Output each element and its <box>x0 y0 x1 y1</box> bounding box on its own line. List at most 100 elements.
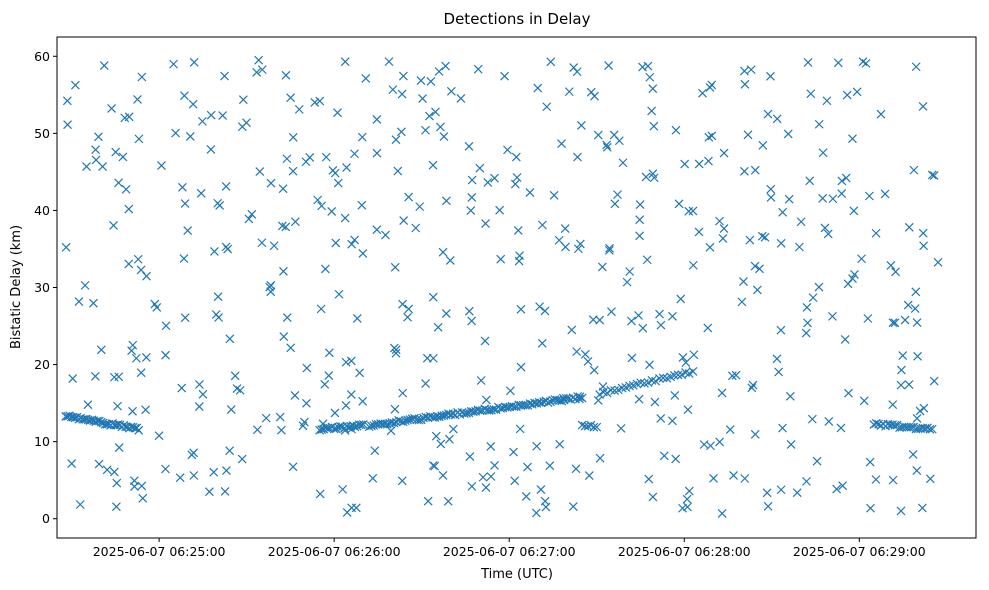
data-point-marker <box>350 235 360 245</box>
data-point-marker <box>610 386 620 396</box>
data-point-marker <box>910 304 920 314</box>
data-point-marker <box>137 72 147 82</box>
data-point-marker <box>841 173 851 183</box>
data-point-marker <box>279 332 289 341</box>
data-point-marker <box>197 116 207 126</box>
data-point-marker <box>63 120 73 130</box>
data-point-marker <box>772 354 782 364</box>
data-point-marker <box>610 199 620 209</box>
data-point-marker <box>389 343 399 353</box>
data-point-marker <box>521 491 531 501</box>
data-point-marker <box>67 459 77 468</box>
data-point-marker <box>776 325 786 335</box>
data-point-marker <box>807 414 817 424</box>
data-point-marker <box>812 456 822 466</box>
data-point-marker <box>213 292 223 302</box>
data-point-marker <box>739 166 749 176</box>
data-point-marker <box>225 334 235 344</box>
data-point-marker <box>448 424 458 434</box>
data-point-marker <box>607 307 616 317</box>
x-axis-ticks: 2025-06-07 06:25:00 2025-06-07 06:26:00 20… <box>93 538 926 559</box>
data-point-marker <box>481 395 491 405</box>
data-point-marker <box>511 152 521 162</box>
data-point-marker <box>618 158 628 168</box>
data-point-marker <box>340 425 350 435</box>
data-point-marker <box>180 313 190 323</box>
data-point-marker <box>361 74 371 83</box>
data-point-marker <box>109 221 118 230</box>
data-point-marker <box>727 371 737 381</box>
data-point-marker <box>682 494 692 504</box>
data-point-marker <box>411 223 421 233</box>
data-point-marker <box>699 440 709 449</box>
data-point-marker <box>154 431 164 441</box>
data-point-marker <box>842 90 852 100</box>
data-point-marker <box>128 340 138 350</box>
data-point-marker <box>222 466 231 475</box>
data-point-marker <box>577 393 587 403</box>
data-point-marker <box>820 223 830 233</box>
data-point-marker <box>368 473 378 483</box>
data-point-marker <box>584 471 594 481</box>
data-point-marker <box>643 61 653 71</box>
data-point-marker <box>747 383 757 393</box>
data-point-marker <box>739 277 748 287</box>
data-point-marker <box>99 61 109 70</box>
y-tick-label: 0 <box>42 511 50 526</box>
data-point-marker <box>252 67 262 77</box>
data-point-marker <box>473 64 483 74</box>
data-point-marker <box>124 259 134 269</box>
data-point-marker <box>635 231 645 241</box>
data-point-marker <box>655 309 664 319</box>
data-point-marker <box>358 420 368 429</box>
data-point-marker <box>443 496 453 506</box>
data-point-marker <box>638 323 648 333</box>
data-point-marker <box>330 408 340 418</box>
data-point-marker <box>480 336 490 346</box>
data-point-marker <box>636 378 646 388</box>
data-point-marker <box>445 434 454 444</box>
data-point-marker <box>673 370 683 380</box>
data-point-marker <box>717 388 727 398</box>
data-point-marker <box>416 76 426 85</box>
data-point-marker <box>896 365 906 375</box>
data-point-marker <box>678 353 688 362</box>
data-point-marker <box>215 201 225 210</box>
data-point-marker <box>342 508 352 517</box>
data-point-marker <box>445 256 455 265</box>
data-point-marker <box>328 166 338 175</box>
data-point-marker <box>467 316 477 326</box>
data-point-marker <box>642 255 652 265</box>
data-point-marker <box>196 188 206 198</box>
data-point-marker <box>238 95 248 105</box>
data-point-marker <box>703 323 713 333</box>
data-point-marker <box>523 462 532 472</box>
data-point-marker <box>617 383 627 393</box>
data-point-marker <box>861 58 871 68</box>
data-point-marker <box>705 242 715 252</box>
data-point-marker <box>367 421 376 431</box>
y-tick-label: 10 <box>34 434 50 449</box>
data-point-marker <box>206 144 216 154</box>
data-point-marker <box>927 424 937 434</box>
data-point-marker <box>112 478 122 488</box>
data-point-marker <box>80 414 89 424</box>
data-point-marker <box>783 129 793 139</box>
data-point-marker <box>656 320 666 330</box>
data-point-marker <box>743 130 753 140</box>
data-point-marker <box>318 419 328 429</box>
data-point-marker <box>183 226 193 235</box>
data-point-marker <box>288 166 298 176</box>
data-point-marker <box>298 421 308 431</box>
data-point-marker <box>128 422 138 432</box>
data-point-marker <box>372 115 382 124</box>
data-point-marker <box>438 247 448 257</box>
data-point-marker <box>740 474 750 483</box>
data-point-marker <box>141 352 151 362</box>
data-point-marker <box>785 391 795 401</box>
data-point-marker <box>828 194 838 204</box>
data-point-marker <box>891 267 901 277</box>
data-point-marker <box>564 87 574 97</box>
data-point-marker <box>649 121 659 131</box>
data-point-marker <box>888 318 898 328</box>
